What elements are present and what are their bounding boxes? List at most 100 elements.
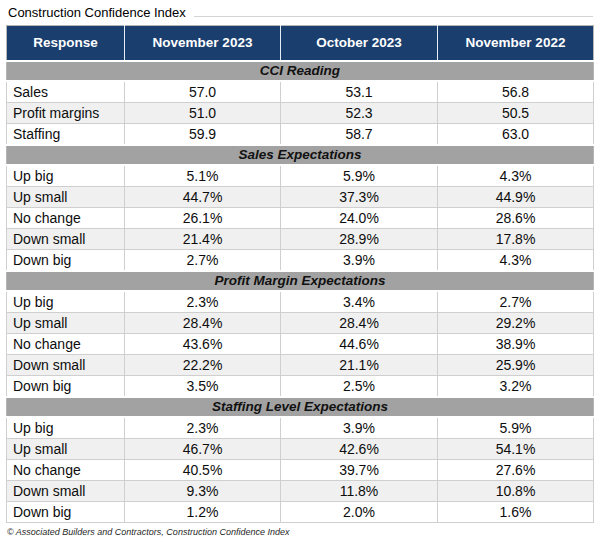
column-header-november-2022: November 2022 [438,26,594,61]
cell-value: 52.3 [281,102,438,123]
cell-value: 5.9% [281,165,438,187]
cell-value: 28.9% [281,228,438,249]
cell-value: 17.8% [438,228,594,249]
table-body: CCI ReadingSales57.053.156.8Profit margi… [7,61,594,523]
cell-value: 56.8 [438,81,594,103]
cci-table: ResponseNovember 2023October 2023Novembe… [6,25,594,523]
header-row: ResponseNovember 2023October 2023Novembe… [7,26,594,61]
table-row: Up big5.1%5.9%4.3% [7,165,594,187]
cell-value: 10.8% [438,480,594,501]
cell-value: 2.7% [438,291,594,313]
row-label: No change [7,459,125,480]
cell-value: 11.8% [281,480,438,501]
cell-value: 9.3% [125,480,281,501]
cell-value: 2.3% [125,417,281,439]
table-row: No change40.5%39.7%27.6% [7,459,594,480]
cell-value: 63.0 [438,123,594,145]
cell-value: 53.1 [281,81,438,103]
table-row: Staffing59.958.763.0 [7,123,594,145]
cell-value: 37.3% [281,186,438,207]
cell-value: 3.4% [281,291,438,313]
section-row-sales-expectations: Sales Expectations [7,145,594,165]
table-row: Down small22.2%21.1%25.9% [7,354,594,375]
cell-value: 42.6% [281,438,438,459]
table-row: Up big2.3%3.9%5.9% [7,417,594,439]
cell-value: 28.4% [281,312,438,333]
cell-value: 21.4% [125,228,281,249]
row-label: Up big [7,417,125,439]
cell-value: 5.9% [438,417,594,439]
table-row: Up small44.7%37.3%44.9% [7,186,594,207]
cell-value: 22.2% [125,354,281,375]
row-label: Down small [7,354,125,375]
table-row: Up big2.3%3.4%2.7% [7,291,594,313]
row-label: Up small [7,186,125,207]
cell-value: 3.2% [438,375,594,397]
section-title-sales-expectations: Sales Expectations [7,145,594,165]
cell-value: 4.3% [438,165,594,187]
column-header-october-2023: October 2023 [281,26,438,61]
section-title-cci-reading: CCI Reading [7,61,594,81]
row-label: Sales [7,81,125,103]
cell-value: 28.4% [125,312,281,333]
row-label: No change [7,207,125,228]
cell-value: 2.7% [125,249,281,271]
row-label: Down small [7,228,125,249]
cell-value: 44.6% [281,333,438,354]
cell-value: 28.6% [438,207,594,228]
table-row: Profit margins51.052.350.5 [7,102,594,123]
cell-value: 43.6% [125,333,281,354]
page-title: Construction Confidence Index [6,4,194,21]
row-label: Down big [7,375,125,397]
cell-value: 29.2% [438,312,594,333]
cell-value: 1.2% [125,501,281,522]
cell-value: 40.5% [125,459,281,480]
cell-value: 38.9% [438,333,594,354]
cell-value: 39.7% [281,459,438,480]
row-label: Staffing [7,123,125,145]
cell-value: 5.1% [125,165,281,187]
cell-value: 2.5% [281,375,438,397]
source-attribution: © Associated Builders and Contractors, C… [6,527,593,538]
row-label: Up small [7,438,125,459]
section-title-profit-margin-expectations: Profit Margin Expectations [7,271,594,291]
table-row: Sales57.053.156.8 [7,81,594,103]
page: Construction Confidence Index ResponseNo… [0,0,600,551]
cell-value: 25.9% [438,354,594,375]
row-label: Down small [7,480,125,501]
cell-value: 58.7 [281,123,438,145]
cell-value: 2.3% [125,291,281,313]
cell-value: 57.0 [125,81,281,103]
cell-value: 3.9% [281,417,438,439]
cell-value: 2.0% [281,501,438,522]
cell-value: 27.6% [438,459,594,480]
row-label: Up big [7,165,125,187]
cell-value: 24.0% [281,207,438,228]
section-row-staffing-level-expectations: Staffing Level Expectations [7,397,594,417]
cell-value: 51.0 [125,102,281,123]
column-header-response: Response [7,26,125,61]
section-title-staffing-level-expectations: Staffing Level Expectations [7,397,594,417]
cell-value: 3.9% [281,249,438,271]
table-row: No change26.1%24.0%28.6% [7,207,594,228]
table-row: Down small21.4%28.9%17.8% [7,228,594,249]
cell-value: 44.7% [125,186,281,207]
table-row: Up small46.7%42.6%54.1% [7,438,594,459]
cell-value: 46.7% [125,438,281,459]
row-label: Down big [7,249,125,271]
cell-value: 4.3% [438,249,594,271]
table-row: Down big2.7%3.9%4.3% [7,249,594,271]
table-row: No change43.6%44.6%38.9% [7,333,594,354]
cell-value: 44.9% [438,186,594,207]
cell-value: 50.5 [438,102,594,123]
cell-value: 59.9 [125,123,281,145]
row-label: No change [7,333,125,354]
row-label: Up big [7,291,125,313]
table-row: Down big3.5%2.5%3.2% [7,375,594,397]
section-row-profit-margin-expectations: Profit Margin Expectations [7,271,594,291]
section-row-cci-reading: CCI Reading [7,61,594,81]
cell-value: 54.1% [438,438,594,459]
cell-value: 1.6% [438,501,594,522]
column-header-november-2023: November 2023 [125,26,281,61]
cell-value: 21.1% [281,354,438,375]
